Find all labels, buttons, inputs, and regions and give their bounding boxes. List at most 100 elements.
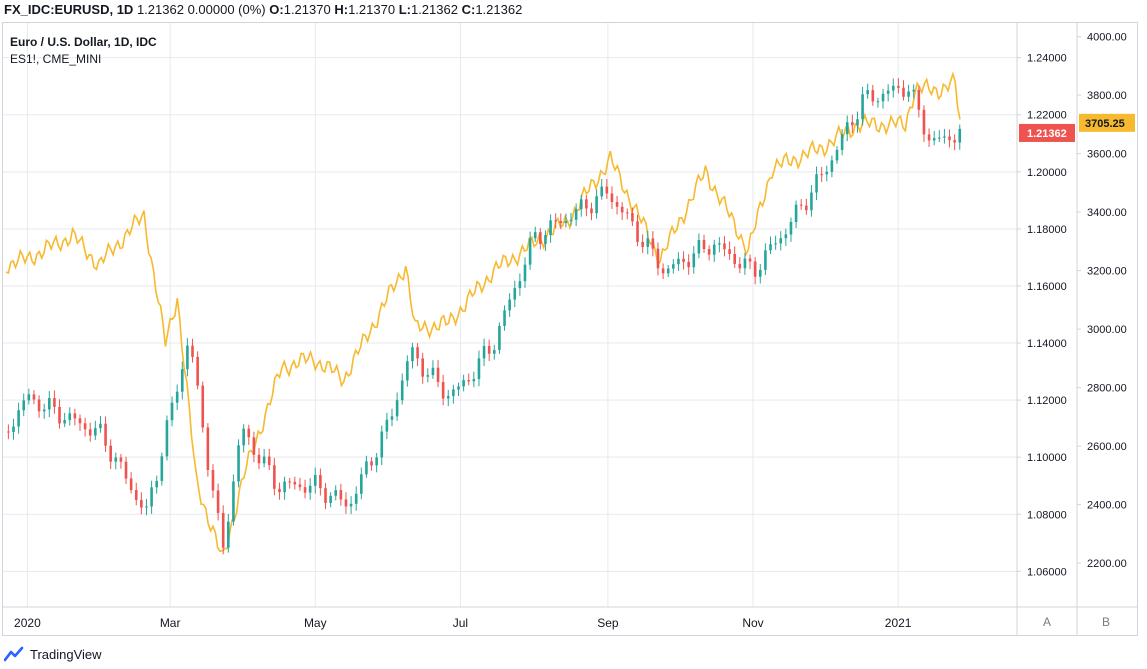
close-value: 1.21362: [475, 2, 523, 17]
candle-body: [518, 281, 522, 289]
candle: [753, 257, 757, 285]
eurusd-tick-label: 1.22000: [1027, 110, 1067, 122]
candle: [155, 475, 159, 494]
candle: [605, 178, 609, 199]
candle-body: [257, 454, 261, 464]
candle: [134, 482, 138, 506]
open-value: 1.21370: [283, 2, 331, 17]
candle: [37, 395, 41, 418]
candle-body: [436, 367, 440, 383]
scale-a-button[interactable]: A: [1043, 615, 1051, 629]
candle: [886, 84, 890, 102]
es1-tick-label: 3600.00: [1087, 149, 1127, 161]
scale-b-button[interactable]: B: [1102, 615, 1110, 629]
candle: [487, 339, 491, 362]
candle-body: [334, 490, 338, 496]
candle: [666, 265, 670, 278]
candle: [334, 485, 338, 501]
candle-body: [349, 503, 353, 507]
candle: [738, 257, 742, 274]
candle-body: [932, 138, 936, 141]
candle-body: [789, 221, 793, 235]
tradingview-logo[interactable]: TradingView: [4, 646, 102, 662]
candle-body: [298, 484, 302, 488]
candle-body: [227, 521, 230, 548]
candle-body: [636, 221, 639, 242]
candle: [196, 351, 199, 390]
candle: [242, 424, 245, 453]
candle: [27, 388, 31, 405]
candle-body: [943, 136, 946, 138]
candle: [769, 236, 772, 255]
candle: [728, 241, 731, 260]
es1-price-axis[interactable]: 2200.00 2400.00 2600.00 2800.00 3000.00 3200.…: [1077, 32, 1135, 571]
legend-main-series[interactable]: Euro / U.S. Dollar, 1D, IDC: [10, 35, 157, 49]
candle-body: [186, 345, 189, 370]
candle: [590, 202, 593, 221]
candle-body: [395, 400, 399, 417]
candle: [58, 399, 61, 429]
candle-body: [344, 499, 348, 507]
candle: [851, 114, 854, 134]
candle: [406, 355, 409, 387]
candle-body: [201, 385, 205, 428]
candle: [375, 452, 378, 473]
candle-body: [247, 428, 251, 438]
last-price: 1.21362: [136, 2, 184, 17]
candle: [600, 179, 604, 200]
candle-body: [528, 238, 532, 265]
candle: [723, 236, 726, 257]
candle-body: [7, 431, 10, 433]
candle-body: [758, 269, 762, 277]
time-tick-label: 2020: [14, 616, 41, 630]
candle-body: [32, 394, 36, 400]
candle-body: [881, 93, 885, 102]
candle: [462, 374, 465, 392]
candle: [620, 202, 624, 220]
candle-body: [815, 174, 818, 193]
candle-body: [411, 347, 414, 362]
candle-body: [216, 490, 220, 513]
es1-tick-label: 2200.00: [1087, 558, 1127, 570]
interval[interactable]: 1D: [116, 2, 134, 17]
candle-body: [232, 481, 235, 522]
candle: [324, 482, 327, 510]
candle: [876, 97, 880, 108]
candle: [293, 476, 297, 490]
candle: [150, 480, 153, 514]
candle: [201, 381, 205, 433]
candle-body: [329, 495, 332, 503]
candle: [99, 416, 102, 433]
candle: [631, 207, 634, 226]
time-axis[interactable]: 2020 Mar May Jul Sep Nov 2021: [14, 616, 912, 630]
es1-last-price-tag: [1079, 113, 1135, 132]
candle: [805, 198, 808, 215]
candle: [104, 416, 107, 452]
candle: [452, 384, 455, 404]
candle-body: [324, 488, 327, 503]
candle-body: [452, 389, 455, 397]
eurusd-price-axis[interactable]: 1.06000 1.08000 1.10000 1.12000 1.14000 1.160…: [1017, 53, 1075, 579]
candle: [472, 371, 476, 388]
symbol-name[interactable]: FX_IDC:EURUSD,: [4, 2, 114, 17]
time-tick-label: Jul: [453, 616, 468, 630]
candle: [697, 233, 701, 259]
candle-body: [784, 234, 788, 239]
eurusd-tick-label: 1.06000: [1027, 566, 1067, 578]
price-chart[interactable]: 1.06000 1.08000 1.10000 1.12000 1.14000 1.160…: [2, 22, 1138, 636]
es1-tick-label: 2600.00: [1087, 441, 1127, 453]
candle-body: [104, 423, 107, 446]
candle: [22, 393, 26, 417]
candle: [615, 196, 619, 215]
candle: [825, 165, 829, 182]
candle-body: [743, 258, 747, 269]
candle-body: [764, 250, 767, 270]
es1-tick-label: 4000.00: [1087, 32, 1127, 44]
candle: [682, 251, 685, 270]
candle-body: [155, 480, 159, 488]
candle: [63, 412, 66, 428]
candle: [17, 402, 20, 434]
candle: [743, 252, 747, 275]
legend-overlay-series[interactable]: ES1!, CME_MINI: [10, 52, 101, 66]
candle-body: [794, 204, 798, 222]
